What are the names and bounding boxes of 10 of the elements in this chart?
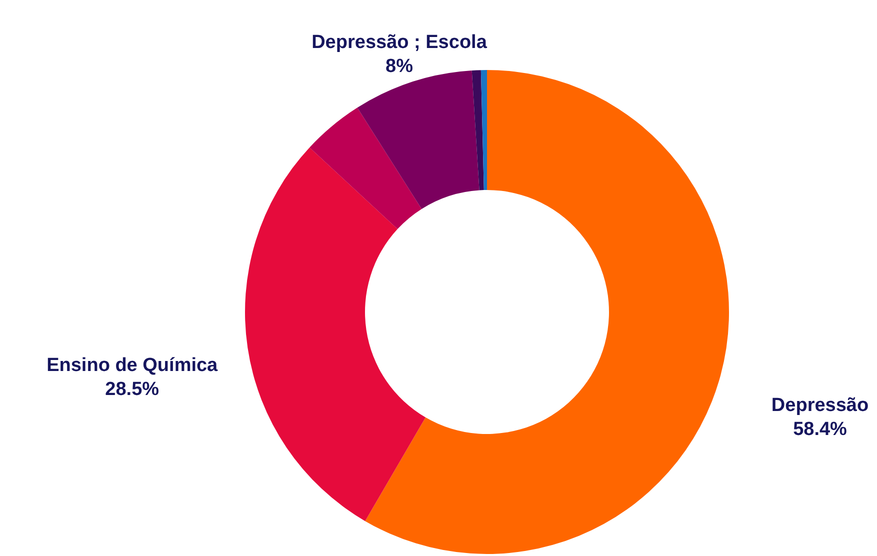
- donut-slice: [472, 70, 484, 190]
- slice-label: Ensino de Química: [46, 354, 218, 376]
- data-label: 28.5%: [105, 378, 160, 400]
- donut-slice: [310, 108, 422, 230]
- data-label: 58.4%: [793, 418, 848, 440]
- slice-label: Depressão: [771, 394, 869, 416]
- donut-slice: [480, 70, 487, 190]
- donut-slice: [245, 147, 426, 522]
- slice-label: Depressão ; Escola: [312, 32, 488, 53]
- data-label: 8%: [386, 56, 414, 77]
